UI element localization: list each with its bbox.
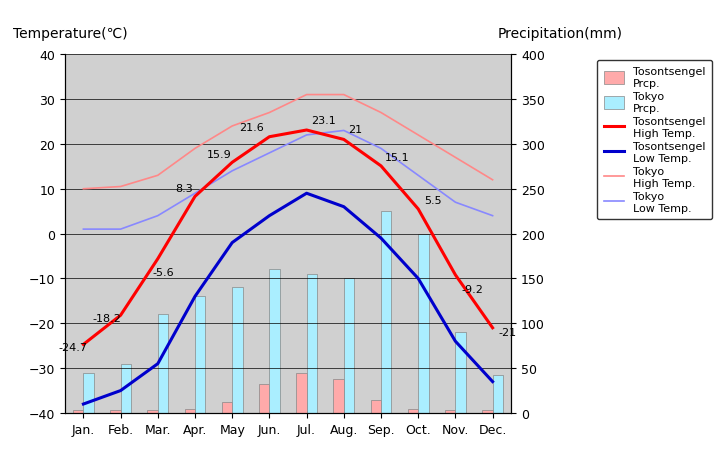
- Text: -5.6: -5.6: [152, 268, 174, 278]
- Bar: [455, 332, 466, 413]
- Bar: [418, 234, 428, 413]
- Bar: [84, 373, 94, 413]
- Bar: [408, 409, 418, 413]
- Bar: [333, 379, 344, 413]
- Text: 15.1: 15.1: [385, 153, 410, 163]
- Bar: [296, 373, 307, 413]
- Text: Precipitation(mm): Precipitation(mm): [498, 27, 623, 41]
- Legend: Tosontsengel
Prcp., Tokyo
Prcp., Tosontsengel
High Temp., Tosontsengel
Low Temp.: Tosontsengel Prcp., Tokyo Prcp., Tosonts…: [597, 61, 712, 220]
- Bar: [110, 410, 120, 413]
- Text: -24.7: -24.7: [58, 342, 87, 352]
- Text: -21: -21: [498, 327, 516, 337]
- Bar: [259, 385, 269, 413]
- Bar: [381, 212, 392, 413]
- Bar: [269, 270, 280, 413]
- Text: 21: 21: [348, 125, 362, 135]
- Bar: [222, 403, 232, 413]
- Bar: [158, 315, 168, 413]
- Text: -18.2: -18.2: [93, 313, 122, 323]
- Bar: [184, 409, 195, 413]
- Text: -9.2: -9.2: [461, 284, 483, 294]
- Bar: [344, 279, 354, 413]
- Bar: [73, 410, 84, 413]
- Bar: [195, 297, 205, 413]
- Bar: [121, 364, 131, 413]
- Text: 23.1: 23.1: [311, 116, 336, 126]
- Bar: [445, 410, 455, 413]
- Text: 8.3: 8.3: [176, 184, 193, 193]
- Bar: [148, 410, 158, 413]
- Text: 5.5: 5.5: [424, 196, 441, 206]
- Bar: [371, 400, 381, 413]
- Bar: [492, 375, 503, 413]
- Text: Temperature(℃): Temperature(℃): [14, 27, 128, 41]
- Bar: [482, 410, 492, 413]
- Bar: [307, 274, 317, 413]
- Text: 21.6: 21.6: [239, 123, 264, 133]
- Bar: [232, 288, 243, 413]
- Text: 15.9: 15.9: [207, 150, 232, 159]
